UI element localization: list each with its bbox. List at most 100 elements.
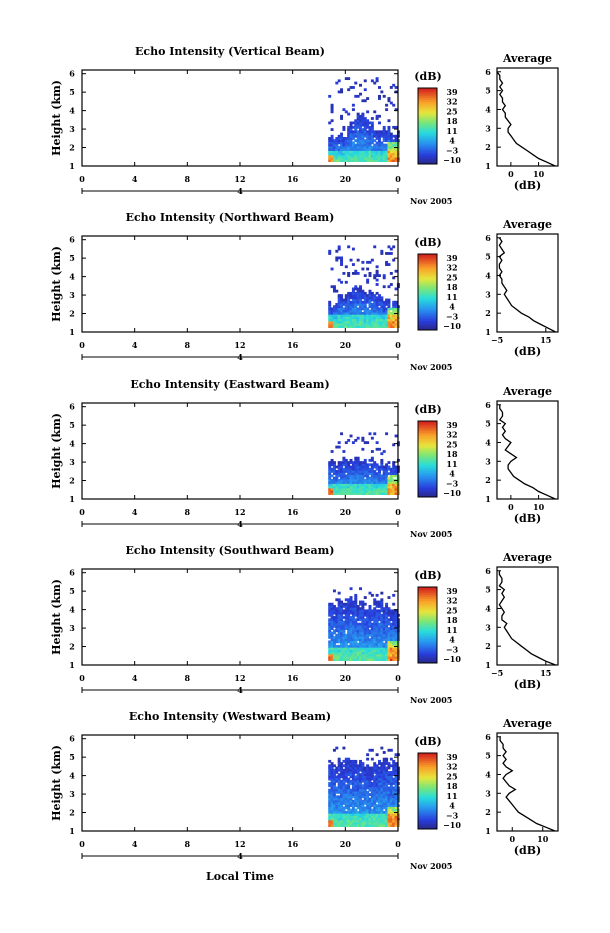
heatmap-cell [385,143,389,147]
heatmap-cell [347,470,351,473]
heatmap-cell [389,318,393,322]
heatmap-cell [342,746,346,750]
heatmap-cell [385,309,389,313]
heatmap-cell [377,121,381,125]
heatmap-cell [342,806,346,810]
heatmap-cell [356,629,360,633]
heatmap-cell [328,777,332,781]
heatmap-cell [340,90,344,94]
heatmap-cell [330,633,334,637]
heatmap-cell [349,618,353,622]
heatmap-cell [375,618,379,622]
heatmap-cell [337,797,341,801]
heatmap-cell [351,143,355,147]
heatmap-cell [337,307,341,311]
colorbar-tick-label: 39 [446,752,458,762]
colorbar-unit: (dB) [414,735,441,748]
heatmap-cell [385,768,389,772]
heatmap-cell [394,620,398,624]
heatmap-cell [387,771,391,774]
heatmap-cell [375,655,379,659]
heatmap-cell [335,768,339,772]
heatmap-cell [375,318,379,322]
heatmap-cell [359,788,362,792]
heatmap-cell [340,280,344,284]
heatmap-cell [385,137,389,140]
heatmap-cell [387,647,391,650]
heatmap-cell [366,773,370,777]
heatmap-cell [349,602,353,606]
heatmap-cell [332,618,336,622]
heatmap-cell [342,642,346,646]
heatmap-cell [368,132,372,136]
heatmap-cell [366,463,370,467]
heatmap-cell [347,784,351,788]
heatmap-cell [368,141,372,145]
heatmap-cell [356,784,360,788]
heatmap-cell [382,132,386,136]
heatmap-cell [377,821,381,825]
heatmap-cell [370,145,374,149]
panel-4: Echo Intensity (Southward Beam)123456Hei… [50,544,559,705]
heatmap-cell [377,611,381,615]
colorbar-swatch [418,432,437,435]
heatmap-cell [361,600,365,604]
heatmap-cell [349,817,353,821]
colorbar-swatch [418,804,437,807]
heatmap-cell [337,309,341,313]
heatmap-cell [370,658,374,661]
heatmap-cell [359,808,362,812]
heatmap-cell [389,815,393,819]
x-tick-label: 4 [132,174,138,184]
heatmap-cell [389,478,393,482]
heatmap-cell [373,314,377,317]
heatmap-cell [330,605,334,608]
heatmap-cell [335,81,339,85]
heatmap-cell [366,487,370,491]
heatmap-cell [385,631,389,635]
colorbar-swatch [418,107,437,110]
heatmap-cell [330,806,334,810]
heatmap-cell [337,640,341,644]
heatmap-cell [380,821,384,825]
heatmap-cell [385,655,389,659]
heatmap-cell [377,86,381,89]
heatmap-cell [356,134,360,138]
heatmap-cell [392,156,396,160]
heatmap-cell [370,616,374,619]
heatmap-cell [359,786,362,790]
colorbar-swatch [418,657,437,660]
heatmap-cell [351,291,355,295]
heatmap-cell [377,627,381,630]
heatmap-cell [354,485,358,489]
heatmap-cell [332,653,336,657]
heatmap-cell [340,605,344,608]
heatmap-cell [373,461,377,464]
heatmap-cell [347,132,351,136]
heatmap-cell [387,139,391,143]
heatmap-cell [344,322,348,326]
heatmap-cell [368,797,372,801]
heatmap-cell [347,602,351,606]
heatmap-cell [344,813,348,816]
heatmap-cell [359,487,362,491]
heatmap-cell [328,790,332,794]
heatmap-cell [328,463,332,467]
heatmap-cell [382,125,386,129]
heatmap-cell [344,314,348,317]
heatmap-cell [328,316,332,320]
heatmap-cell [359,305,362,309]
colorbar-swatch [418,789,437,792]
heatmap-cell [354,624,358,628]
heatmap-cell [382,303,386,306]
x-tick-label: 12 [234,673,245,683]
heatmap-cell [363,633,367,637]
heatmap-cell [375,269,379,273]
heatmap-cell [387,245,391,249]
average-y-tick-label: 1 [485,660,491,670]
heatmap-cell [385,757,389,761]
heatmap-cell [366,638,370,642]
colorbar-swatch [418,274,437,278]
heatmap-cell [375,79,379,83]
colorbar-swatch [418,108,437,112]
